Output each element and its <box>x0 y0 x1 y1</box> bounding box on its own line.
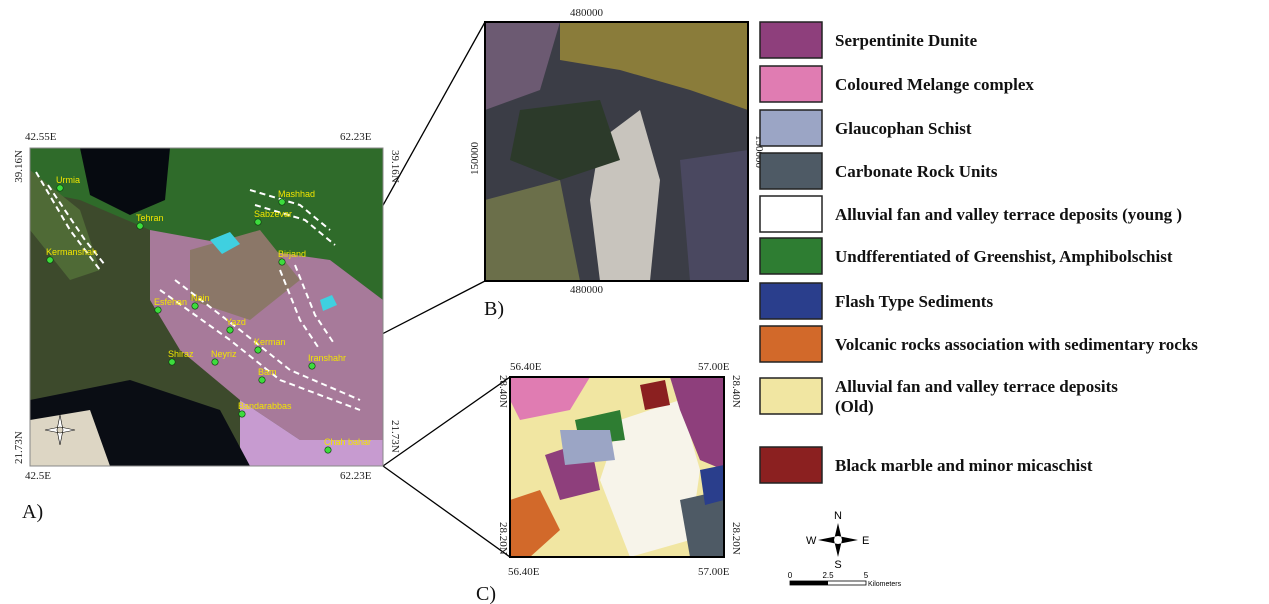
coord-label: 57.00E <box>698 361 730 373</box>
city-label: Neyriz <box>211 349 237 359</box>
coord-label: 28.40N <box>497 375 509 408</box>
legend-swatch <box>759 21 823 59</box>
coord-label: 39.16N <box>13 150 25 183</box>
city-label: Iranshahr <box>308 353 346 363</box>
north-arrow-a <box>44 414 76 446</box>
city-label: Shiraz <box>168 349 194 359</box>
city-dot <box>258 376 266 384</box>
satellite-map-a: Urmia Tehran Mashhad Sabzevar Kermanshah Esfe… <box>30 148 383 466</box>
coord-label: 21.73N <box>13 431 25 464</box>
legend-label: Alluvial fan and valley terrace deposits… <box>835 205 1182 224</box>
city-label: Chah bahar <box>324 437 371 447</box>
city-markers: Urmia Tehran Mashhad Sabzevar Kermanshah Esfe… <box>46 175 371 454</box>
compass-n: N <box>834 510 842 522</box>
legend-swatch <box>759 65 823 103</box>
coord-label: 62.23E <box>340 131 372 143</box>
city-label: Tehran <box>136 213 164 223</box>
legend-swatch <box>759 282 823 320</box>
city-dot <box>136 222 144 230</box>
legend-swatch <box>759 237 823 275</box>
coord-label: 480000 <box>570 7 604 19</box>
legend-label: Alluvial fan and valley terrace deposits… <box>835 377 1118 416</box>
legend-label: Carbonate Rock Units <box>835 162 998 181</box>
coord-label: 28.20N <box>730 522 742 555</box>
city-label: Kerman <box>254 337 286 347</box>
frame-c <box>509 376 725 558</box>
city-dot <box>278 258 286 266</box>
city-dot <box>168 358 176 366</box>
coord-label: 56.40E <box>508 566 540 578</box>
legend-swatch <box>759 377 823 415</box>
legend-swatch <box>759 152 823 190</box>
coord-label: 28.20N <box>497 522 509 555</box>
compass-w: W <box>806 535 817 547</box>
scale-tick: 2.5 <box>822 571 834 580</box>
city-label: Nain <box>191 293 210 303</box>
city-dot <box>254 346 262 354</box>
legend-swatch <box>759 446 823 484</box>
geology-map-c <box>510 377 724 557</box>
coord-label: 150000 <box>469 142 481 176</box>
coord-label: 28.40N <box>730 375 742 408</box>
scale-tick: 5 <box>864 571 869 580</box>
city-dot <box>46 256 54 264</box>
city-dot <box>308 362 316 370</box>
legend-swatch <box>759 325 823 363</box>
city-label: Mashhad <box>278 189 315 199</box>
legend-swatch <box>759 109 823 147</box>
city-dot <box>238 410 246 418</box>
compass: N S E W 0 2.5 5 Kilometers <box>788 510 902 588</box>
coord-label: 62.23E <box>340 470 372 482</box>
legend-swatch <box>759 195 823 233</box>
legend: Serpentinite Dunite Coloured Melange comp… <box>759 21 1198 484</box>
panel-label: B) <box>484 298 504 320</box>
coord-label: 480000 <box>570 284 604 296</box>
city-dot <box>211 358 219 366</box>
city-label: Bam <box>258 367 277 377</box>
city-label: Sabzevar <box>254 209 292 219</box>
city-dot <box>226 326 234 334</box>
city-label: Kermanshah <box>46 247 97 257</box>
frame-b <box>484 21 749 282</box>
city-label: Urmia <box>56 175 80 185</box>
scale-tick: 0 <box>788 571 793 580</box>
city-dot <box>154 306 162 314</box>
coord-label: 56.40E <box>510 361 542 373</box>
legend-label: Undfferentiated of Greenshist, Amphibols… <box>835 247 1173 266</box>
city-label: Birjand <box>278 249 306 259</box>
compass-s: S <box>834 559 841 571</box>
coord-label: 39.16N <box>389 150 401 183</box>
city-dot <box>56 184 64 192</box>
legend-label: Glaucophan Schist <box>835 119 972 138</box>
coord-label: 42.5E <box>25 470 51 482</box>
legend-label: Serpentinite Dunite <box>835 31 978 50</box>
legend-label: Volcanic rocks association with sediment… <box>835 335 1198 354</box>
city-dot <box>254 218 262 226</box>
compass-e: E <box>862 535 869 547</box>
coord-label: 57.00E <box>698 566 730 578</box>
city-label: Bandarabbas <box>238 401 292 411</box>
scale-unit: Kilometers <box>868 581 902 588</box>
satellite-map-b <box>485 22 748 281</box>
legend-label: Black marble and minor micaschist <box>835 456 1093 475</box>
coord-label: 21.73N <box>389 420 401 453</box>
city-dot <box>278 198 286 206</box>
city-dot <box>191 302 199 310</box>
panel-label: A) <box>22 501 43 523</box>
city-label: Yazd <box>226 317 246 327</box>
city-dot <box>324 446 332 454</box>
legend-label: Coloured Melange complex <box>835 75 1034 94</box>
frame-a <box>29 147 384 467</box>
coord-label: 42.55E <box>25 131 57 143</box>
panel-label: C) <box>476 583 496 604</box>
city-label: Esfehan <box>154 297 187 307</box>
legend-label: Flash Type Sediments <box>835 292 993 311</box>
